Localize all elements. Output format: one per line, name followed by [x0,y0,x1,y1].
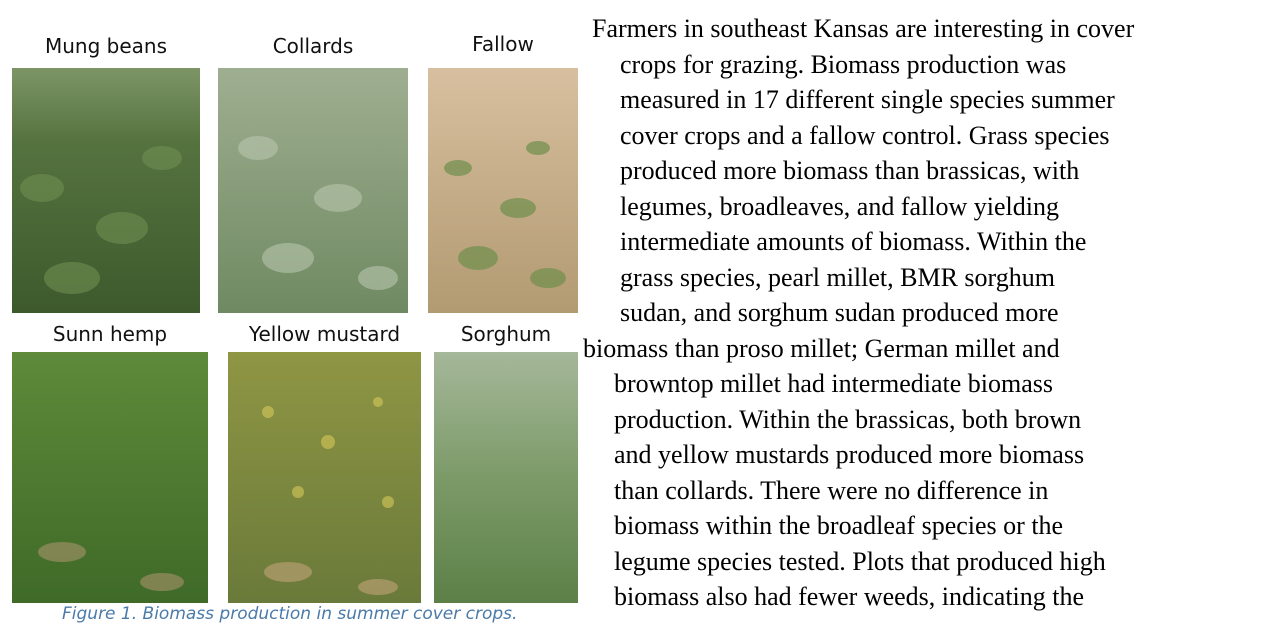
photo [428,68,578,313]
text-line: grass species, pearl millet, BMR sorghum [620,262,1055,292]
photo [434,352,578,603]
text-line: biomass also had fewer weeds, indicating… [614,582,1085,611]
text-line: and yellow mustards produced more biomas… [614,440,1085,469]
panel-label: Sorghum [460,322,552,346]
text-line: cover crops and a fallow control. Grass … [620,120,1110,150]
text-line: sudan, and sorghum sudan produced more [620,298,1059,327]
text-line: produced more biomass than brassicas, wi… [620,156,1080,185]
text-line: measured in 17 different single species … [620,85,1115,114]
panel-label: Mung beans [44,34,167,58]
photo [228,352,421,603]
text-line: legume species tested. Plots that produc… [614,546,1106,576]
photo [12,68,200,313]
photo [218,68,408,313]
text-line: intermediate amounts of biomass. Within … [620,227,1087,256]
panel-label: Fallow [472,32,534,56]
text-line: browntop millet had intermediate biomass [614,369,1054,398]
text-line: biomass within the broadleaf species or … [614,511,1064,540]
photo [12,352,208,603]
text-line: legumes, broadleaves, and fallow yieldin… [620,191,1059,221]
text-line: biomass than proso millet; German millet… [583,333,1060,363]
panel-label: Sunn hemp [52,322,168,346]
text-line: Farmers in southeast Kansas are interest… [592,14,1135,43]
panel-label: Collards [272,34,354,58]
text-line: production. Within the brassicas, both b… [614,404,1082,434]
figure-caption: Figure 1. Biomass production in summer c… [62,604,518,624]
panel-label: Yellow mustard [248,322,401,346]
text-line: crops for grazing. Biomass production wa… [620,49,1067,79]
text-line: than collards. There were no difference … [614,475,1049,505]
